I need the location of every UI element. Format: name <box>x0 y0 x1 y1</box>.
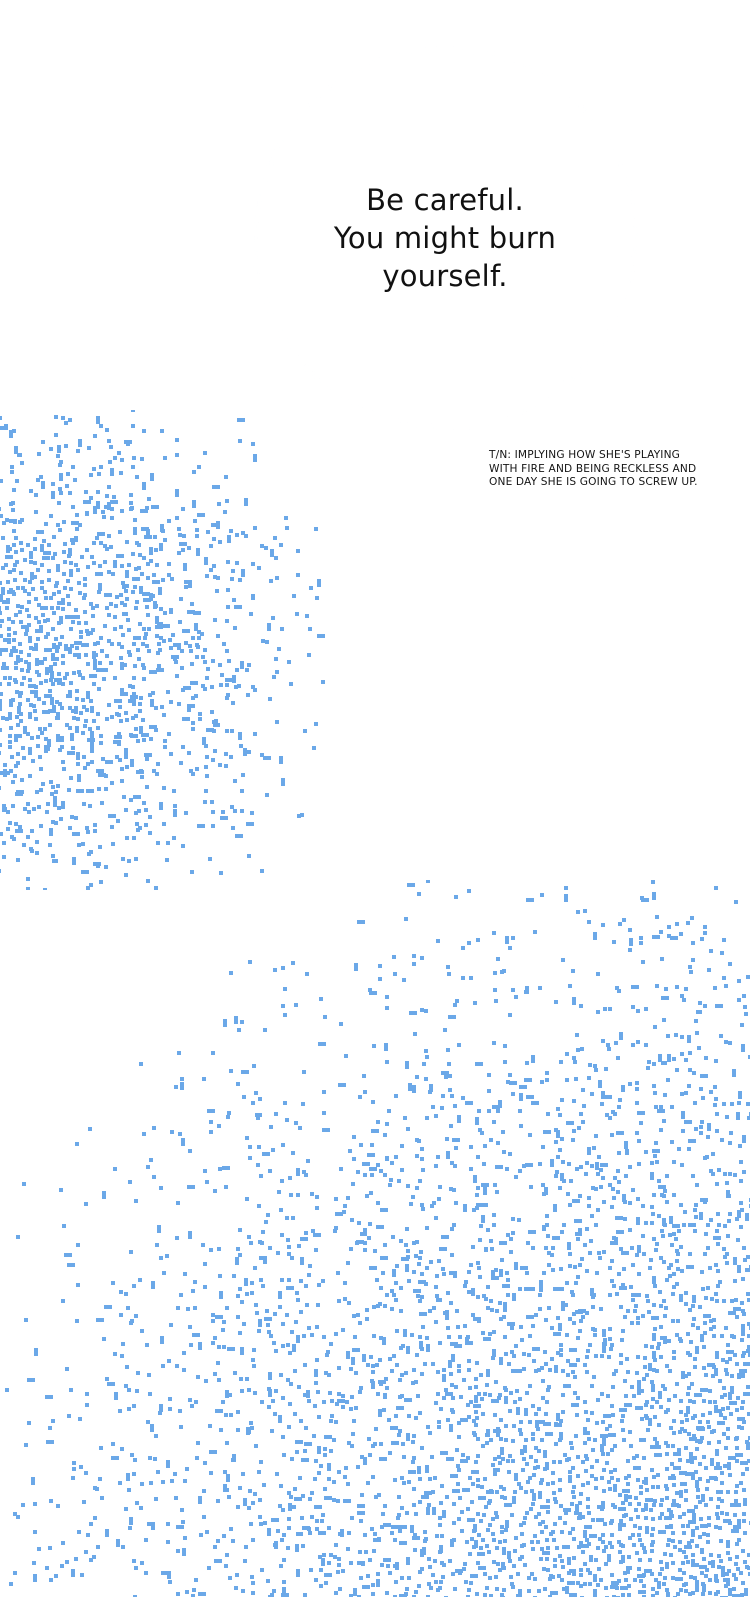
speech-bubble-line-3: yourself. <box>382 259 508 293</box>
translator-note-line-1: T/N: IMPLYING HOW SHE'S PLAYING <box>489 449 681 461</box>
translator-note: T/N: IMPLYING HOW SHE'S PLAYING WITH FIR… <box>489 449 741 490</box>
lower-right-dot-cluster <box>0 880 750 1597</box>
speech-bubble-line-1: Be careful. <box>366 183 524 217</box>
translator-note-line-3: ONE DAY SHE IS GOING TO SCREW UP. <box>489 476 698 489</box>
speech-bubble-line-2: You might burn <box>333 221 557 255</box>
translator-note-line-2: WITH FIRE AND BEING RECKLESS AND <box>489 462 697 475</box>
speech-bubble: Be careful. You might burn yourself. <box>255 48 635 428</box>
upper-left-dot-cluster <box>0 410 330 890</box>
speech-bubble-body <box>277 70 613 406</box>
speech-bubble-text: Be careful. You might burn yourself. <box>277 70 613 406</box>
